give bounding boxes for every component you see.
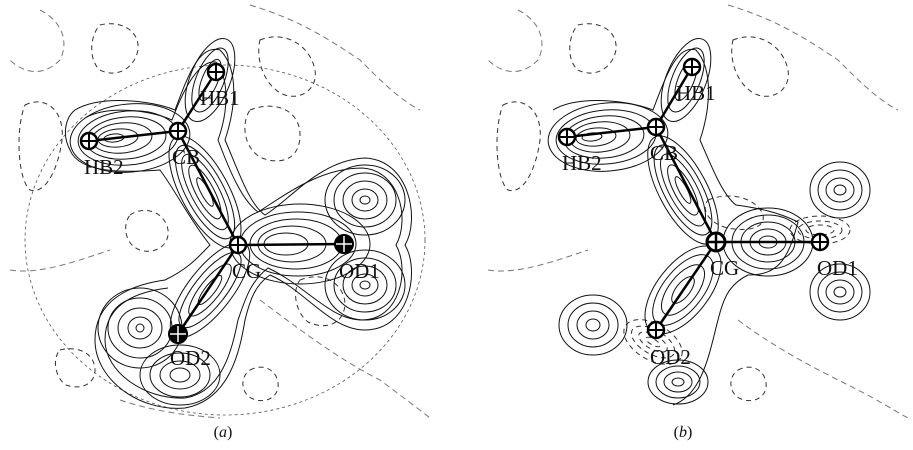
atom-cg-icon xyxy=(228,235,248,255)
contour-map-panel-a: HB1 HB2 CB CG OD1 OD2 xyxy=(0,0,435,420)
negative-contours-b xyxy=(496,23,851,402)
contour-map-panel-b: HB1 HB2 CB CG OD1 OD2 xyxy=(478,0,913,420)
atom-markers-a xyxy=(79,62,354,344)
caption-b: (b) xyxy=(673,424,693,441)
caption-a-letter: a xyxy=(219,424,227,441)
label-od1: OD1 xyxy=(817,256,858,280)
atom-hb2-icon xyxy=(79,131,99,151)
label-hb1: HB1 xyxy=(676,81,716,105)
contour-map-b: HB1 HB2 CB CG OD1 OD2 xyxy=(487,4,909,419)
atom-hb1-icon xyxy=(206,62,226,82)
atom-od1-icon xyxy=(334,234,354,254)
label-cg: CG xyxy=(710,256,739,280)
contour-map-a: HB1 HB2 CB CG OD1 OD2 xyxy=(9,4,431,419)
atom-cb-icon xyxy=(168,121,188,141)
atom-od1-icon xyxy=(810,232,830,252)
atom-cb-icon xyxy=(646,117,666,137)
label-hb2: HB2 xyxy=(84,155,124,179)
label-hb2: HB2 xyxy=(562,151,602,175)
caption-a: (a) xyxy=(213,424,233,441)
label-hb1: HB1 xyxy=(200,86,240,110)
caption-b-letter: b xyxy=(679,424,687,441)
atom-od2-icon xyxy=(646,320,666,340)
label-od2: OD2 xyxy=(170,346,211,370)
label-cg: CG xyxy=(232,259,261,283)
bonds-a xyxy=(88,71,345,335)
zero-contours-a xyxy=(9,4,431,419)
atom-cg-icon xyxy=(705,231,727,253)
zero-contours-b xyxy=(487,4,909,419)
atom-od2-icon xyxy=(168,324,188,344)
label-od1: OD1 xyxy=(339,259,380,283)
label-od2: OD2 xyxy=(650,345,691,369)
bonds-b xyxy=(566,66,820,331)
atom-markers-b xyxy=(557,57,830,340)
label-cb: CB xyxy=(172,145,200,169)
label-cb: CB xyxy=(650,141,678,165)
atom-hb1-icon xyxy=(682,57,702,77)
atom-hb2-icon xyxy=(557,127,577,147)
